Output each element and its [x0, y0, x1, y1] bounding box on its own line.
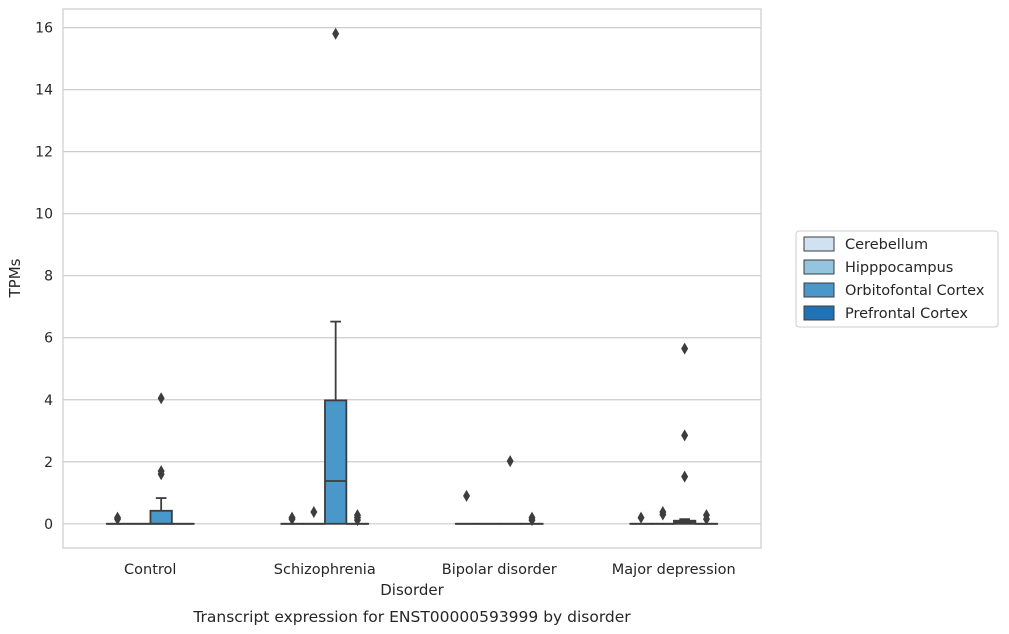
y-tick-label: 8: [44, 269, 53, 285]
outlier-point: [681, 429, 689, 442]
axes-frame: [62, 8, 762, 549]
y-tick-label: 16: [35, 21, 53, 37]
outlier-point: [463, 489, 471, 502]
y-axis-label: TPMs: [6, 258, 24, 298]
y-tick-label: 12: [35, 145, 53, 161]
legend-frame: [795, 230, 999, 328]
outlier-point: [288, 511, 296, 524]
y-tick-label: 2: [44, 455, 53, 471]
y-tick-label: 10: [35, 207, 53, 223]
y-tick-label: 0: [44, 517, 53, 533]
x-tick-label: Bipolar disorder: [442, 562, 557, 578]
y-tick-label: 14: [35, 83, 53, 99]
outlier-point: [681, 342, 689, 355]
outlier-point: [157, 392, 165, 405]
box-group: [302, 506, 326, 525]
box-group: [629, 511, 653, 525]
box-group: [280, 511, 304, 526]
outlier-point: [353, 509, 361, 522]
plot-area: [105, 27, 719, 527]
legend-swatch: [803, 282, 835, 298]
legend: Cerebellum Hipppocampus Orbitofontal Corte…: [795, 230, 999, 328]
box-group: [345, 509, 370, 527]
x-axis-label: Disorder: [380, 581, 444, 599]
legend-swatch: [803, 305, 835, 321]
legend-label: Hipppocampus: [845, 260, 953, 276]
outlier-point: [310, 506, 318, 519]
y-tick-label: 6: [44, 331, 53, 347]
outlier-point: [157, 465, 165, 478]
box-iqr: [324, 399, 348, 525]
figure-caption: Transcript expression for ENST0000059399…: [192, 608, 631, 626]
legend-label: Cerebellum: [845, 237, 928, 253]
outlier-point: [659, 506, 667, 519]
box-group: [324, 27, 348, 525]
outlier-point: [114, 511, 122, 524]
legend-swatch: [803, 236, 835, 252]
box-group: [149, 392, 173, 525]
legend-label: Orbitofontal Cortex: [845, 283, 985, 299]
legend-label: Prefrontal Cortex: [845, 306, 968, 322]
box-group: [520, 511, 544, 527]
box-iqr: [149, 509, 173, 525]
box-group: [673, 342, 697, 525]
x-tick-label: Control: [124, 562, 176, 578]
box-group: [498, 455, 522, 525]
outlier-point: [332, 27, 340, 40]
outlier-point: [681, 470, 689, 483]
box-group: [694, 509, 719, 526]
x-tick-label: Major depression: [612, 562, 736, 578]
outlier-point: [637, 511, 645, 524]
outlier-point: [702, 509, 710, 522]
box-group: [651, 506, 675, 525]
x-tick-label: Schizophrenia: [274, 562, 376, 578]
y-tick-label: 4: [44, 393, 53, 409]
outlier-point: [506, 455, 514, 468]
x-tick-labels: Control Schizophrenia Bipolar disorder Majo…: [124, 562, 736, 578]
y-tick-labels: 0 2 4 6 8 10 12 14 16: [35, 21, 53, 533]
outlier-point: [528, 511, 536, 524]
legend-swatch: [803, 259, 835, 275]
